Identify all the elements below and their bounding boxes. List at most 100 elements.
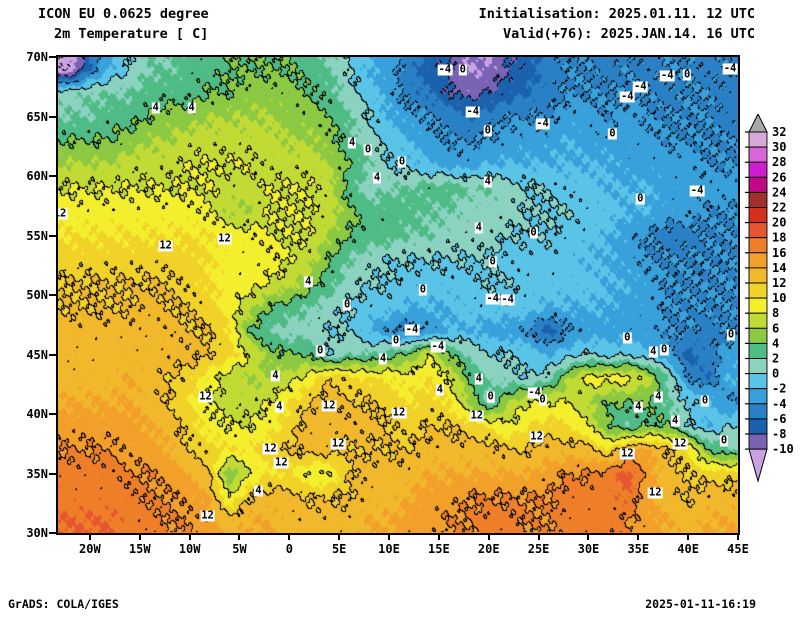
contour-label: 0 [316,344,325,357]
contour-label: 4 [304,275,313,288]
contour-label: 0 [726,328,736,341]
colorbar-tick-label: 32 [772,125,786,139]
contour-label: -4 [500,293,515,306]
contour-label: -4 [689,184,705,197]
colorbar-tick-label: 26 [772,170,786,184]
lat-tick [49,472,56,475]
lon-tick [737,533,739,540]
colorbar-segment [748,418,768,435]
lon-tick [388,533,391,540]
contour-label: 12 [58,208,68,220]
lon-tick-label: 40E [677,542,699,556]
contour-label: 12 [672,437,688,450]
contour-label: 0 [342,298,352,311]
lat-tick-label: 55N [26,228,48,243]
contour-label: 4 [151,101,160,114]
contour-label: -4 [619,90,635,103]
contour-label: 0 [608,127,617,140]
contour-label: 12 [200,509,215,522]
lon-tick [88,533,91,540]
lat-tick [49,115,56,118]
contour-label: 12 [217,232,232,245]
lon-tick [687,533,690,540]
contour-label: 0 [700,394,710,407]
colorbar-tick-label: 10 [772,291,786,305]
valid-time: Valid(+76): 2025.JAN.14. 16 UTC [503,26,755,42]
colorbar-segment [748,207,768,224]
contour-label: 12 [330,437,346,450]
page-title: ICON EU 0.0625 degree [38,6,209,22]
lon-tick-label: 15W [128,542,151,556]
contour-label: 4 [474,221,483,234]
colorbar-tick-label: 6 [772,321,779,335]
contour-label: 0 [719,434,729,447]
lat-tick-label: 50N [26,288,48,302]
contour-label: 4 [187,101,196,114]
colorbar-tick-label: 22 [772,201,786,215]
colorbar-tick-label: 24 [772,185,786,199]
lon-tick [338,533,341,540]
lon-tick-label: 45E [727,542,749,556]
contour-label: -4 [404,323,420,335]
lon-tick [637,533,640,540]
lon-tick [238,533,241,540]
lat-tick-label: 30N [26,526,48,540]
contour-label: 12 [198,390,213,403]
contour-label: 0 [418,283,428,296]
lon-tick-label: 0 [285,542,293,556]
contour-label: 0 [391,334,401,347]
contour-label: -4 [465,105,481,118]
colorbar-segment [748,252,768,269]
temperature-field-canvas [58,57,738,533]
map-frame: 444041212124-40-40-4-4-4-4-400040-440000… [26,50,749,556]
colorbar-segment [748,267,768,284]
lat-tick-label: 40N [26,407,48,421]
colorbar-tick-label: -10 [772,442,794,456]
contour-label: -4 [722,62,738,75]
contour-label: 4 [474,372,483,385]
lon-tick-label: 35E [627,542,650,556]
lat-tick-label: 60N [26,169,48,183]
contour-label: 0 [538,393,547,406]
colorbar-tick-label: 2 [772,352,779,366]
colorbar-segment [748,358,768,375]
lon-tick [288,533,291,540]
contour-label: 4 [347,136,357,149]
lat-tick-label: 70N [26,50,48,64]
contour-label: 0 [488,255,497,268]
lon-tick [487,533,490,540]
colorbar-segment [748,146,768,163]
contour-label: 0 [458,63,467,76]
contour-label: 0 [636,192,645,205]
colorbar-tick-label: 8 [772,306,779,320]
contour-label: 4 [483,175,492,188]
colorbar-tick-label: -4 [772,397,786,411]
lat-tick-label: 45N [26,347,48,362]
colorbar-arrow-up [748,112,768,133]
contour-label: 4 [378,352,388,365]
lon-tick-label: 15E [428,542,450,556]
lon-tick [587,533,590,540]
colorbar-segment [748,297,768,314]
colorbar-segment [748,327,768,344]
contour-label: -4 [659,69,675,82]
colorbar-segment [748,161,768,178]
colorbar-tick-label: 16 [772,246,786,260]
lon-tick-label: 5E [331,542,347,556]
colorbar-segment [748,433,768,450]
colorbar-segment [748,373,768,390]
lon-tick [138,533,141,540]
lat-tick [49,532,56,534]
colorbar-tick-label: 20 [772,216,786,230]
contour-label: 12 [391,406,407,419]
contour-label: 4 [372,171,382,184]
contour-label: 4 [654,390,663,403]
colorbar-tick-label: -8 [772,427,786,441]
colorbar-tick-label: 30 [772,140,786,154]
lat-tick [49,413,56,415]
contour-label: 0 [623,331,632,344]
contour-label: -4 [437,63,453,76]
colorbar-segment [748,191,768,208]
contour-label: 4 [634,400,643,413]
colorbar-tick-label: 18 [772,231,786,245]
